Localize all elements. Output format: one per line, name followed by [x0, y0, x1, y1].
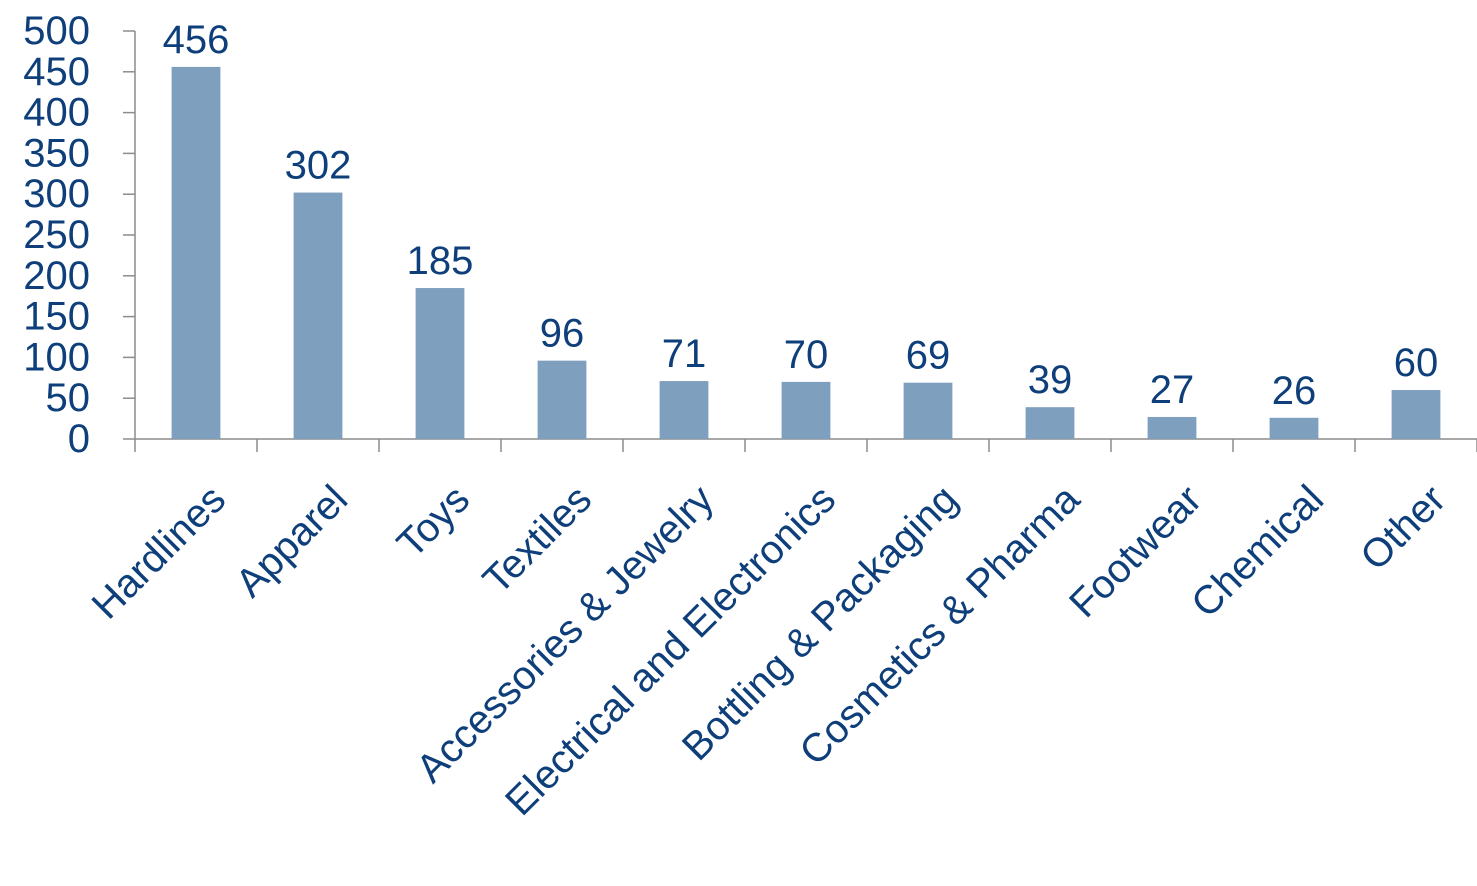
y-tick-label: 200 — [23, 254, 90, 298]
data-label: 60 — [1394, 341, 1439, 385]
y-tick-label: 400 — [23, 91, 90, 135]
bar — [293, 192, 343, 439]
x-tick-label: Hardlines — [84, 477, 235, 628]
y-tick-label: 250 — [23, 213, 90, 257]
y-tick-label: 450 — [23, 50, 90, 94]
y-tick-label: 150 — [23, 295, 90, 339]
bar — [659, 381, 709, 439]
x-tick-label: Toys — [389, 477, 478, 566]
data-label: 185 — [407, 239, 474, 283]
bar — [537, 360, 587, 439]
x-tick-label: Apparel — [228, 477, 357, 606]
bar — [781, 381, 831, 439]
y-tick-label: 500 — [23, 9, 90, 53]
data-label: 96 — [540, 312, 585, 356]
data-labels: 456 302 185 96 71 70 69 39 27 26 60 — [163, 18, 1439, 413]
y-tick-label: 0 — [68, 417, 90, 461]
bar — [171, 66, 221, 440]
bar — [1025, 407, 1075, 439]
bar — [1391, 390, 1441, 439]
data-label: 27 — [1150, 368, 1195, 412]
data-label: 456 — [163, 18, 230, 62]
bars — [171, 66, 1441, 440]
bar — [1269, 417, 1319, 439]
data-label: 39 — [1028, 358, 1073, 402]
x-tick-label: Footwear — [1061, 477, 1210, 626]
x-tick-label: Other — [1352, 477, 1454, 579]
x-tick-label: Chemical — [1183, 477, 1332, 626]
bar — [415, 288, 465, 439]
data-label: 71 — [662, 332, 707, 376]
x-tick-label: Textiles — [475, 477, 600, 602]
data-label: 69 — [906, 334, 951, 378]
bar — [1147, 416, 1197, 439]
y-tick-label: 350 — [23, 131, 90, 175]
data-label: 70 — [784, 333, 829, 377]
data-label: 302 — [285, 144, 352, 188]
data-label: 26 — [1272, 369, 1317, 413]
y-tick-label: 300 — [23, 172, 90, 216]
bar — [903, 382, 953, 439]
y-tick-label: 50 — [46, 376, 91, 420]
x-axis — [134, 438, 1477, 452]
y-tick-label: 100 — [23, 335, 90, 379]
